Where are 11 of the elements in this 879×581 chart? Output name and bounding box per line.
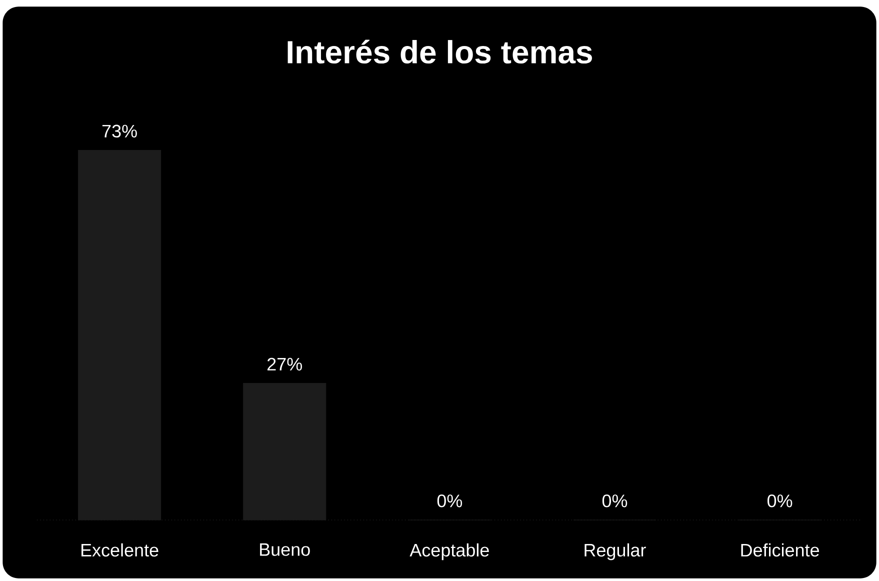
- chart-title: Interés de los temas: [288, 40, 592, 64]
- x-tick-label: Bueno: [260, 543, 310, 556]
- data-label: 0%: [767, 494, 792, 508]
- data-label: 0%: [602, 494, 628, 508]
- data-label: 0%: [437, 494, 462, 508]
- data-label: 73%: [102, 124, 137, 138]
- x-tick-label: Aceptable: [410, 543, 489, 560]
- x-tick-label: Regular: [584, 543, 646, 560]
- x-tick-label: Deficiente: [741, 543, 820, 557]
- x-tick-label: Excelente: [82, 543, 158, 557]
- data-label: 27%: [267, 358, 302, 371]
